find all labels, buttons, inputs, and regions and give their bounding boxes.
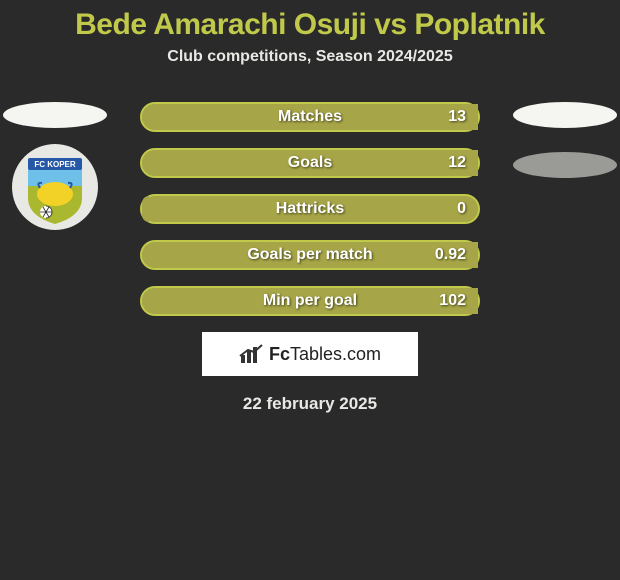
club-badge-text: FC KOPER — [34, 160, 76, 169]
stat-bar-label: Min per goal — [142, 292, 478, 310]
stat-bars: Matches13 Goals12 Hattricks0 Goals per matc… — [140, 102, 480, 316]
stat-bar-value: 102 — [439, 292, 466, 310]
stat-bar: Matches13 — [140, 102, 480, 132]
right-player-column — [510, 102, 620, 178]
stat-bar-value: 12 — [448, 154, 466, 172]
stat-bar-value: 0 — [457, 200, 466, 218]
stat-bar-label: Goals — [142, 154, 478, 172]
stat-bar: Goals per match0.92 — [140, 240, 480, 270]
stat-bar-value: 13 — [448, 108, 466, 126]
stat-bar: Hattricks0 — [140, 194, 480, 224]
logo-prefix: Fc — [269, 344, 290, 364]
right-player-club-placeholder — [513, 152, 617, 178]
source-logo-text: FcTables.com — [269, 344, 381, 365]
stat-bar-value: 0.92 — [435, 246, 466, 264]
stats-area: FC KOPER Matches13 Goals12 Hattricks0 Goals… — [0, 102, 620, 316]
stat-bar-label: Goals per match — [142, 246, 478, 264]
left-player-avatar-placeholder — [3, 102, 107, 128]
stat-bar-label: Matches — [142, 108, 478, 126]
logo-suffix: Tables.com — [290, 344, 381, 364]
comparison-subtitle: Club competitions, Season 2024/2025 — [0, 48, 620, 66]
snapshot-date: 22 february 2025 — [0, 394, 620, 414]
source-logo: FcTables.com — [202, 332, 418, 376]
stat-bar: Min per goal102 — [140, 286, 480, 316]
left-player-club-badge: FC KOPER — [12, 144, 98, 230]
right-player-avatar-placeholder — [513, 102, 617, 128]
comparison-title: Bede Amarachi Osuji vs Poplatnik — [0, 0, 620, 42]
club-badge-icon: FC KOPER — [12, 144, 98, 230]
left-player-column: FC KOPER — [0, 102, 110, 230]
bar-chart-icon — [239, 343, 265, 365]
stat-bar: Goals12 — [140, 148, 480, 178]
stat-bar-label: Hattricks — [142, 200, 478, 218]
